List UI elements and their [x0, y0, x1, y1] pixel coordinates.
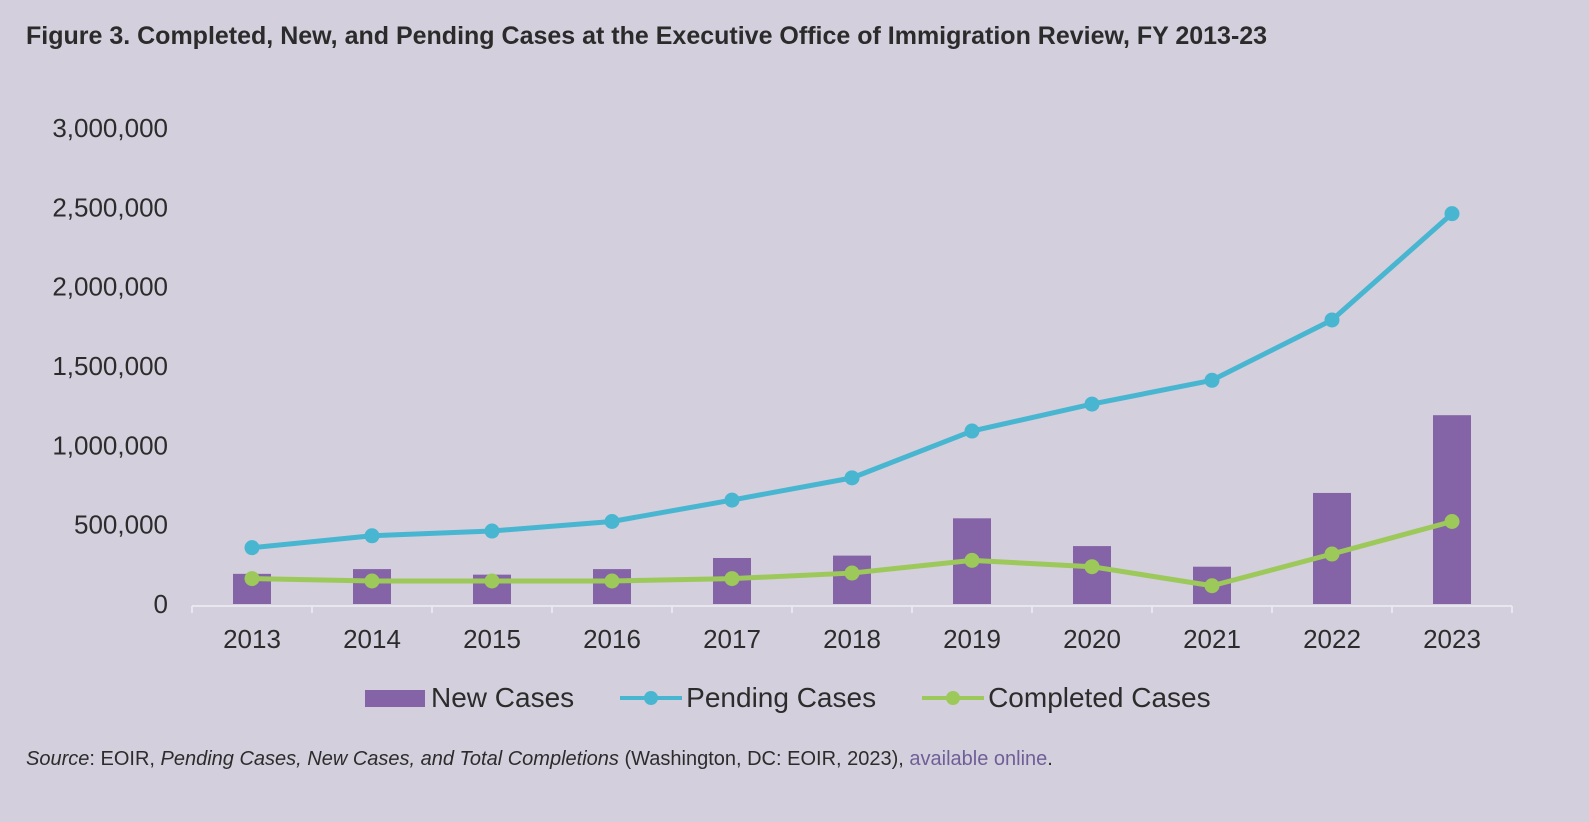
point-completed-cases: [364, 573, 380, 589]
source-label: Source: [26, 748, 90, 770]
x-tick-label: 2023: [1423, 624, 1481, 654]
y-tick-label: 1,000,000: [52, 430, 168, 460]
point-completed-cases: [1444, 513, 1460, 529]
bar-series-new-cases: [233, 415, 1471, 604]
y-tick-label: 2,000,000: [52, 272, 168, 302]
point-pending-cases: [604, 513, 620, 529]
point-completed-cases: [484, 573, 500, 589]
chart: 3,000,000 2,500,000 2,000,000 1,500,000 1,00…: [52, 113, 1513, 654]
x-tick-label: 2016: [583, 624, 641, 654]
legend-marker-completed-cases: [946, 691, 961, 705]
x-tick-label: 2020: [1063, 624, 1121, 654]
chart-title: Figure 3. Completed, New, and Pending Ca…: [26, 22, 1268, 50]
x-tick-label: 2014: [343, 624, 401, 654]
x-tick-label: 2021: [1183, 624, 1241, 654]
source-sep: : EOIR,: [89, 748, 161, 770]
point-pending-cases: [1204, 372, 1220, 388]
point-completed-cases: [244, 571, 260, 587]
x-tick-label: 2018: [823, 624, 881, 654]
source-doc-title: Pending Cases, New Cases, and Total Comp…: [160, 748, 619, 770]
source-note: Source: EOIR, Pending Cases, New Cases, …: [26, 748, 1053, 771]
legend-item-pending-cases: Pending Cases: [620, 682, 876, 714]
source-details: (Washington, DC: EOIR, 2023),: [618, 748, 910, 770]
point-pending-cases: [964, 423, 980, 439]
legend-item-new-cases: New Cases: [365, 682, 574, 714]
bar-new-cases: [1073, 546, 1111, 604]
x-tick-label: 2017: [703, 624, 761, 654]
legend-swatch-new-cases: [365, 689, 425, 707]
bar-new-cases: [1433, 415, 1471, 604]
y-tick-label: 500,000: [74, 510, 168, 540]
x-tick-label: 2013: [223, 624, 281, 654]
point-pending-cases: [364, 528, 380, 544]
line-series: [244, 206, 1460, 594]
legend-marker-pending-cases: [644, 691, 659, 705]
point-pending-cases: [1324, 312, 1340, 328]
y-tick-label: 2,500,000: [52, 192, 168, 222]
point-pending-cases: [244, 540, 260, 556]
y-tick-label: 3,000,000: [52, 113, 168, 143]
y-tick-label: 1,500,000: [52, 351, 168, 381]
point-completed-cases: [604, 573, 620, 589]
y-axis: 3,000,000 2,500,000 2,000,000 1,500,000 1,00…: [52, 113, 168, 619]
x-tick-label: 2022: [1303, 624, 1361, 654]
point-completed-cases: [844, 565, 860, 581]
x-axis: 2013 2014 2015 2016 2017 2018 2019 2020 2021 2022…: [191, 605, 1513, 654]
legend-swatch-completed-cases: [922, 691, 985, 705]
legend-label-new-cases: New Cases: [431, 682, 575, 713]
y-tick-label: 0: [154, 589, 168, 619]
point-pending-cases: [1084, 396, 1100, 412]
point-pending-cases: [484, 523, 500, 539]
available-online-link[interactable]: available online: [909, 748, 1048, 770]
point-pending-cases: [844, 470, 860, 486]
point-completed-cases: [1204, 578, 1220, 594]
point-pending-cases: [724, 492, 740, 508]
point-completed-cases: [1324, 546, 1340, 562]
legend-item-completed-cases: Completed Cases: [922, 682, 1211, 714]
x-tick-label: 2015: [463, 624, 521, 654]
source-end: .: [1047, 748, 1053, 770]
point-completed-cases: [964, 552, 980, 568]
line-pending-cases: [249, 211, 1455, 551]
x-tick-label: 2019: [943, 624, 1001, 654]
legend: New Cases Pending Cases Completed Cases: [365, 682, 1257, 714]
legend-swatch-pending-cases: [620, 691, 683, 705]
point-completed-cases: [1084, 559, 1100, 575]
legend-label-pending-cases: Pending Cases: [686, 682, 877, 713]
point-completed-cases: [724, 571, 740, 587]
point-pending-cases: [1444, 206, 1460, 222]
legend-label-completed-cases: Completed Cases: [988, 682, 1211, 713]
